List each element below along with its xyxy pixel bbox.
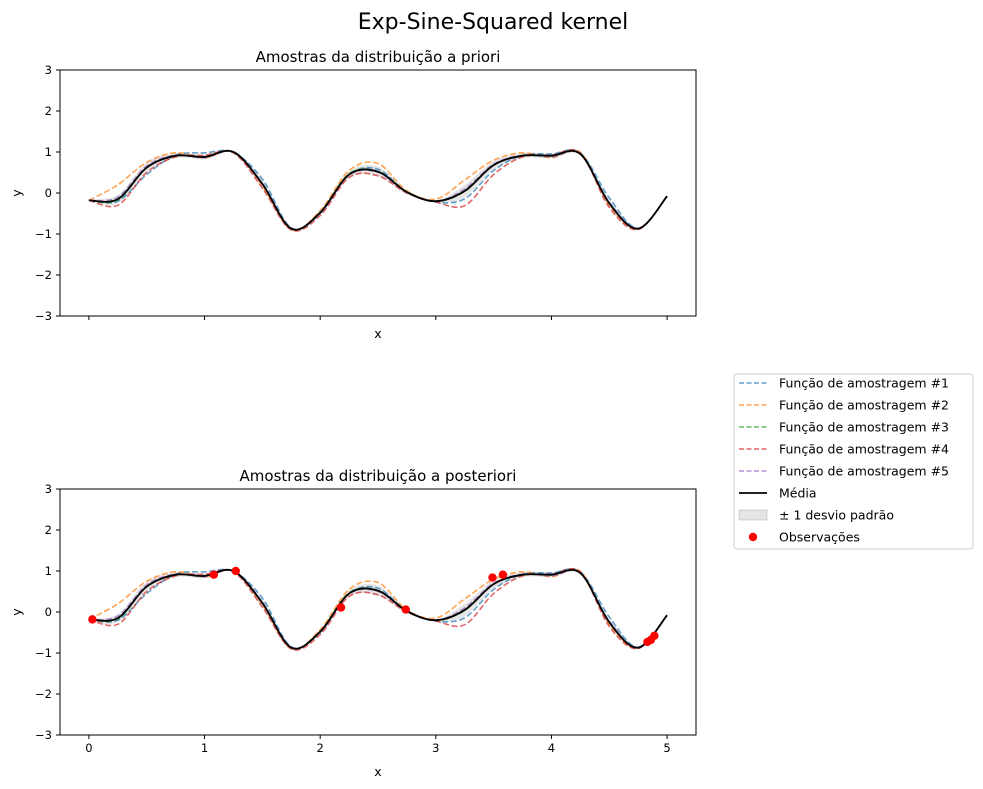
prior-title: Amostras da distribuição a priori: [256, 48, 501, 66]
posterior-observation-point: [209, 570, 218, 579]
prior-y-tick-label: −3: [35, 309, 52, 323]
prior-mean-line: [88, 149, 668, 231]
prior-axes: Amostras da distribuição a priori x y −3…: [9, 48, 697, 341]
legend-label-8: Observações: [779, 530, 860, 545]
prior-y-tick-label: −1: [35, 227, 52, 241]
legend-label-2: Função de amostragem #2: [779, 398, 949, 413]
posterior-y-tick-label: 2: [45, 523, 52, 537]
figure-suptitle: Exp-Sine-Squared kernel: [358, 10, 628, 35]
posterior-axes-frame: [59, 488, 697, 736]
posterior-x-tick-label: 3: [432, 741, 439, 755]
prior-y-tick-label: 0: [45, 186, 52, 200]
posterior-plot-area: [60, 489, 696, 735]
posterior-observation-point: [401, 605, 410, 614]
legend-handle-8: [748, 532, 758, 542]
posterior-title: Amostras da distribuição a posteriori: [240, 467, 517, 485]
legend-label-1: Função de amostragem #1: [779, 376, 949, 391]
legend-handle-7: [738, 509, 768, 521]
posterior-y-tick-label: −3: [35, 728, 52, 742]
posterior-observation-point: [498, 570, 508, 579]
posterior-y-tick-label: 1: [45, 564, 52, 578]
posterior-mean-line: [88, 568, 668, 650]
legend-frame: [733, 373, 974, 550]
legend-label-5: Função de amostragem #5: [779, 464, 949, 479]
prior-y-tick-label: −2: [35, 268, 52, 282]
prior-y-tick-label: 2: [45, 104, 52, 118]
posterior-observation-point: [88, 615, 97, 624]
prior-y-ticks: −3 −2 −1 0 1 2 3: [35, 63, 60, 323]
posterior-x-tick-label: 4: [548, 741, 555, 755]
legend: Função de amostragem #1 Função de amostra…: [733, 373, 974, 550]
legend-label-7: ± 1 desvio padrão: [779, 508, 894, 523]
posterior-axes: Amostras da distribuição a posteriori x …: [9, 467, 697, 779]
prior-y-tick-label: 1: [45, 145, 52, 159]
posterior-x-tick-label: 0: [85, 741, 92, 755]
legend-label-6: Média: [779, 486, 817, 501]
posterior-observation-point: [650, 631, 659, 640]
posterior-y-tick-label: −2: [35, 687, 52, 701]
prior-y-tick-label: 3: [45, 63, 52, 77]
prior-x-ticks: [88, 316, 668, 320]
posterior-y-tick-label: 3: [45, 482, 52, 496]
posterior-y-ticks: −3 −2 −1 0 1 2 3: [35, 482, 60, 742]
posterior-y-tick-label: 0: [45, 605, 52, 619]
posterior-observations-layer: [88, 566, 659, 647]
posterior-x-ticks: 0 1 2 3 4 5: [85, 735, 671, 755]
posterior-x-tick-label: 2: [317, 741, 324, 755]
prior-ylabel: y: [9, 189, 24, 197]
posterior-y-tick-label: −1: [35, 646, 52, 660]
prior-mean-layer: [88, 149, 668, 231]
posterior-observation-point: [336, 603, 346, 612]
legend-label-4: Função de amostragem #4: [779, 442, 949, 457]
prior-plot-area: [60, 70, 696, 316]
posterior-mean-layer: [88, 568, 668, 650]
posterior-observation-point: [231, 566, 240, 576]
posterior-observation-point: [488, 573, 497, 582]
posterior-x-tick-label: 1: [201, 741, 208, 755]
posterior-x-tick-label: 5: [663, 741, 670, 755]
legend-label-3: Função de amostragem #3: [779, 420, 949, 435]
posterior-ylabel: y: [9, 608, 24, 616]
prior-xlabel: x: [374, 326, 381, 341]
posterior-xlabel: x: [374, 764, 381, 779]
prior-axes-frame: [59, 69, 697, 317]
